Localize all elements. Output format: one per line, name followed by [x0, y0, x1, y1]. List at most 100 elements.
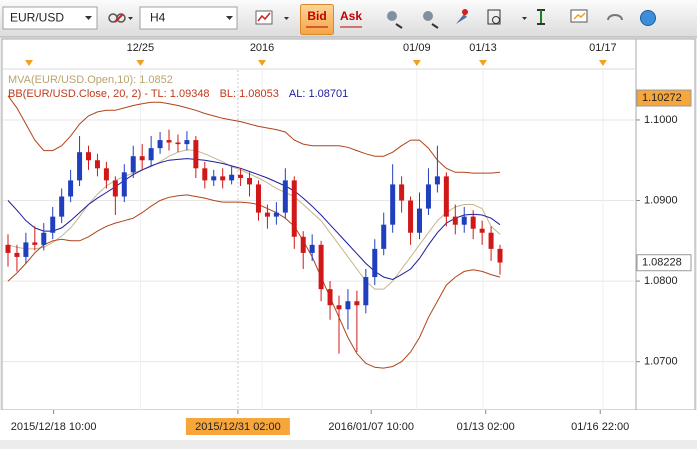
event-marker — [412, 60, 421, 66]
icon[interactable] — [423, 11, 433, 21]
candle-body — [461, 216, 467, 225]
candle-body — [327, 289, 333, 306]
candle-body — [77, 152, 83, 181]
icon[interactable] — [487, 9, 501, 25]
icon[interactable] — [116, 13, 126, 23]
candle-body — [41, 232, 47, 245]
dropdown-arrow[interactable] — [128, 17, 133, 20]
x-tick-label: 2016/01/07 10:00 — [328, 421, 414, 433]
y-tick-label: 1.1000 — [644, 114, 678, 126]
symbol-select[interactable]: EUR/USD — [2, 6, 98, 30]
event-marker — [136, 60, 145, 66]
icon[interactable] — [640, 10, 656, 26]
date-marker-label: 01/17 — [589, 42, 617, 54]
candle-body — [255, 184, 261, 213]
candle-body — [479, 228, 485, 233]
indicator-line — [7, 194, 501, 369]
candle-body — [23, 242, 29, 257]
candle-body — [220, 176, 226, 181]
candle-body — [282, 180, 288, 213]
y-tick-label: 1.0700 — [644, 356, 678, 368]
date-marker-label: 12/25 — [127, 42, 155, 54]
icon[interactable] — [573, 12, 586, 20]
event-marker — [479, 60, 488, 66]
candle-body — [86, 152, 92, 161]
candle-body — [345, 301, 351, 310]
candle-body — [139, 156, 145, 161]
candle-body — [112, 180, 118, 197]
event-marker — [598, 60, 607, 66]
x-tick-label: 2015/12/18 10:00 — [11, 421, 97, 433]
candle-body — [363, 277, 369, 306]
dropdown-arrow[interactable] — [284, 17, 289, 20]
ask-button[interactable]: Ask — [340, 9, 362, 28]
y-tick-label: 1.0900 — [644, 194, 678, 206]
timeframe-text[interactable]: H4 — [150, 11, 166, 25]
price-marker-box — [636, 89, 692, 107]
candle-body — [202, 168, 208, 181]
legend-entry: BL: 1.08053 — [220, 88, 279, 100]
candle-body — [425, 184, 431, 209]
candle-body — [166, 140, 172, 143]
dropdown-arrow[interactable] — [226, 16, 233, 20]
candle-body — [94, 160, 100, 169]
candle-body — [273, 212, 279, 217]
candle-body — [434, 176, 440, 185]
indicator-line — [7, 95, 501, 174]
candle-body — [148, 148, 154, 161]
candle-body — [488, 232, 494, 249]
candle-body — [417, 208, 423, 233]
icon[interactable] — [607, 14, 623, 21]
legend-entry: MVA(EUR/USD.Open,10): 1.0852 — [8, 74, 173, 86]
ask-text[interactable]: Ask — [340, 9, 362, 23]
candle-body — [50, 216, 56, 233]
symbol-text[interactable]: EUR/USD — [10, 11, 64, 25]
candle-body — [309, 244, 315, 253]
icon[interactable] — [492, 16, 500, 24]
symbol-icon[interactable] — [108, 13, 133, 23]
icon[interactable] — [114, 13, 124, 23]
icon[interactable] — [431, 23, 439, 29]
candle-body — [291, 180, 297, 237]
dropdown-arrow[interactable] — [522, 17, 527, 20]
candle-body — [408, 200, 414, 233]
date-marker-label: 2016 — [250, 42, 274, 54]
candle-body — [318, 244, 324, 290]
timeframe-select[interactable]: H4 — [139, 6, 238, 30]
icon[interactable] — [456, 14, 467, 24]
event-marker — [258, 60, 267, 66]
icon[interactable] — [387, 11, 397, 21]
select-box[interactable] — [2, 6, 98, 30]
candle-body — [336, 305, 342, 310]
candle-body — [121, 172, 127, 197]
candle-body — [264, 212, 270, 217]
indicator-line — [7, 158, 501, 281]
candle-body — [68, 180, 74, 197]
icon[interactable] — [462, 9, 468, 15]
y-tick-label: 1.0800 — [644, 275, 678, 287]
chart-type-button[interactable] — [255, 10, 289, 25]
time-axis — [0, 410, 697, 440]
bid-button[interactable]: Bid — [300, 4, 334, 35]
candle-body — [130, 156, 136, 173]
icon[interactable] — [395, 23, 403, 29]
candle-body — [184, 140, 190, 145]
indicator-line — [7, 149, 501, 290]
candle-body — [354, 301, 360, 306]
select-box[interactable] — [139, 6, 238, 30]
icon[interactable] — [257, 12, 271, 22]
x-tick-highlight — [185, 418, 290, 435]
candle-body — [5, 244, 11, 253]
candle-body — [103, 168, 109, 181]
candle-body — [497, 248, 503, 263]
toolbar-icons[interactable] — [387, 9, 656, 29]
candle-body — [229, 174, 235, 181]
candle-body — [193, 140, 199, 169]
candle-body — [381, 224, 387, 249]
candle-body — [372, 248, 378, 278]
bid-text[interactable]: Bid — [307, 9, 326, 23]
candle-body — [399, 184, 405, 201]
price-marker-box — [636, 254, 692, 272]
dropdown-arrow[interactable] — [85, 16, 92, 20]
